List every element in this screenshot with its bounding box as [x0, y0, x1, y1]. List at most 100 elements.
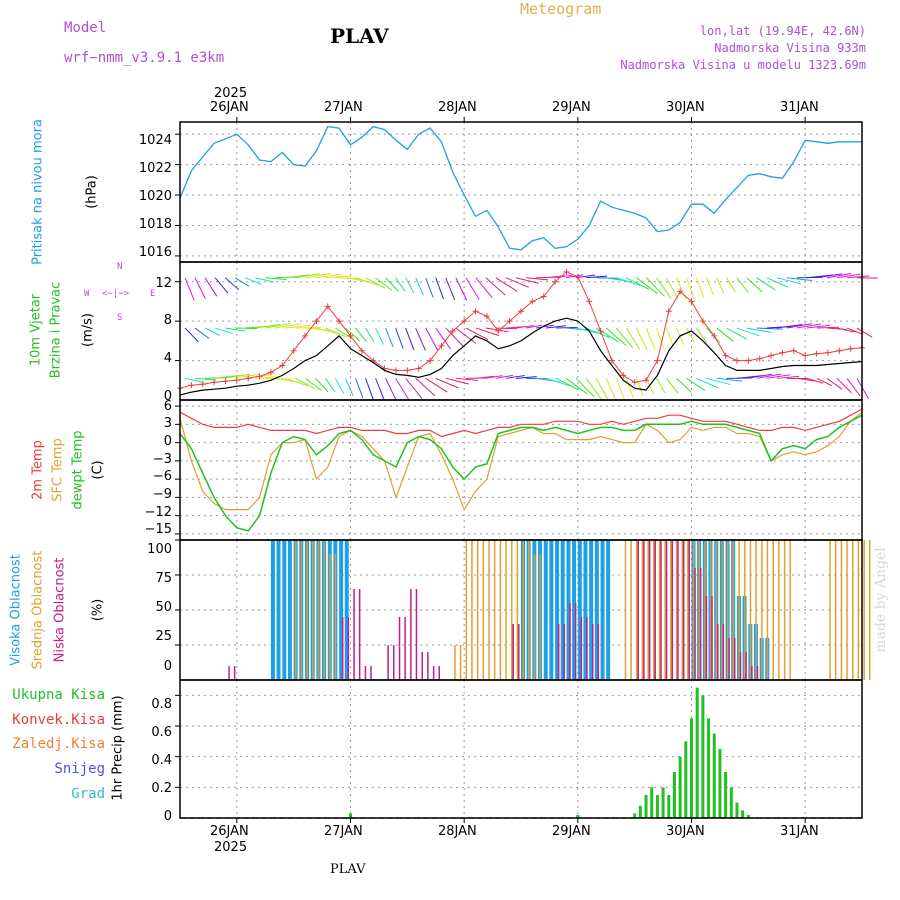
mid-cloud-bar — [300, 540, 303, 680]
wind-gust-marker — [302, 332, 309, 339]
precip-bar — [678, 756, 682, 818]
wind-arrow — [505, 375, 525, 379]
high-cloud-bar — [270, 540, 275, 680]
wind-arrow — [615, 327, 634, 349]
low-cloud-bar — [580, 617, 583, 680]
low-cloud-bar — [597, 624, 600, 680]
mid-cloud-bar — [317, 540, 320, 680]
mid-cloud-bar — [459, 645, 462, 680]
wind-arrow — [626, 277, 650, 290]
low-cloud-bar — [341, 617, 344, 680]
low-cloud-bar — [370, 666, 372, 680]
wind-arrow — [515, 376, 537, 379]
wind-arrow — [375, 277, 392, 291]
wind-arrow — [806, 324, 830, 329]
low-cloud-bar — [734, 638, 736, 680]
wind-arrow — [525, 277, 549, 281]
wind-arrow — [605, 378, 617, 401]
wind-gust-marker — [563, 268, 570, 275]
wind-arrow — [385, 327, 394, 347]
wind-arrow — [726, 327, 748, 340]
wind-arrow — [625, 327, 641, 350]
wind-gust-marker — [188, 382, 195, 389]
wind-arrow — [375, 327, 384, 345]
low-cloud-bar — [660, 540, 662, 680]
high-cloud-bar — [566, 540, 571, 680]
wind-direction-arrows — [184, 272, 878, 402]
precip-bar — [684, 741, 688, 818]
low-cloud-bar — [682, 540, 685, 680]
mid-cloud-bar — [641, 540, 644, 680]
wind-arrow — [435, 377, 459, 389]
wind-arrow — [285, 274, 310, 279]
dewpoint-line — [179, 414, 863, 532]
wind-arrow — [846, 327, 863, 335]
cloud-tick: 25 — [155, 629, 172, 644]
panel-frame — [179, 399, 863, 541]
precip-bar — [650, 787, 654, 818]
high-cloud-bar — [594, 540, 599, 680]
low-cloud-bar — [677, 540, 679, 680]
wind-arrow — [826, 377, 843, 390]
wind-arrow — [215, 375, 240, 379]
wind-arrow — [686, 327, 695, 343]
wind-arrow — [716, 377, 743, 382]
wind-arrow — [615, 378, 625, 400]
mid-cloud-bar — [516, 540, 519, 680]
bottom-day-label: 31JAN — [780, 824, 819, 839]
mid-cloud-bar — [658, 540, 661, 680]
wind-gust-marker — [665, 308, 672, 315]
wind-gust-marker — [199, 381, 206, 388]
wind-arrow — [736, 327, 760, 337]
mid-cloud-bar — [846, 540, 848, 680]
wind-arrow — [365, 277, 386, 289]
mid-cloud-bar — [533, 554, 536, 680]
wind-arrow — [766, 277, 789, 288]
precip-tick: 0.8 — [151, 697, 172, 712]
mid-cloud-bar — [329, 554, 331, 680]
mid-cloud-bar — [334, 554, 337, 680]
legend-convective-rain: Konvek.Kisa — [12, 712, 105, 728]
high-cloud-bar — [606, 540, 611, 680]
bottom-day-label: 30JAN — [666, 824, 705, 839]
wind-arrow — [566, 274, 584, 279]
wind-arrow — [325, 275, 352, 279]
wind-gust-marker — [404, 367, 411, 374]
wind-arrow — [555, 377, 580, 391]
wind-arrow — [545, 377, 570, 387]
wind-gust-marker — [279, 362, 286, 369]
low-cloud-bar — [705, 596, 708, 680]
legend-hail: Grad — [71, 786, 105, 802]
wind-gust-marker — [540, 293, 547, 300]
mid-cloud-bar — [528, 540, 530, 680]
wind-arrow — [746, 373, 773, 379]
wind-arrow — [556, 274, 573, 279]
precip-bar — [655, 795, 659, 818]
wind-arrow — [485, 375, 503, 379]
wind-arrow — [355, 277, 378, 286]
low-cloud-bar — [358, 589, 361, 680]
wind-arrow — [485, 277, 506, 296]
low-cloud-bar — [592, 624, 594, 680]
top-day-label: 30JAN — [666, 100, 705, 115]
wind-arrow — [234, 277, 250, 287]
wind-gust-marker — [847, 345, 854, 352]
precip-bar — [695, 687, 699, 818]
wind-arrow — [225, 327, 246, 332]
wind-arrow — [565, 377, 588, 395]
wind-arrow — [716, 327, 734, 342]
low-cloud-bar — [739, 652, 742, 680]
wind-gust-marker — [574, 273, 581, 280]
wind-arrow — [576, 274, 596, 279]
wind-arrow — [295, 377, 316, 390]
wind-arrow — [405, 327, 415, 351]
wind-arrow — [445, 377, 469, 385]
temp-tick: 6 — [163, 399, 172, 414]
cloud-tick: 0 — [163, 659, 172, 674]
low-cloud-bar — [233, 666, 236, 680]
low-cloud-bar — [665, 540, 668, 680]
wind-arrow — [786, 323, 812, 329]
low-cloud-bar — [637, 540, 639, 680]
temp-tick: 0 — [163, 434, 172, 449]
wind-arrow — [194, 277, 206, 299]
